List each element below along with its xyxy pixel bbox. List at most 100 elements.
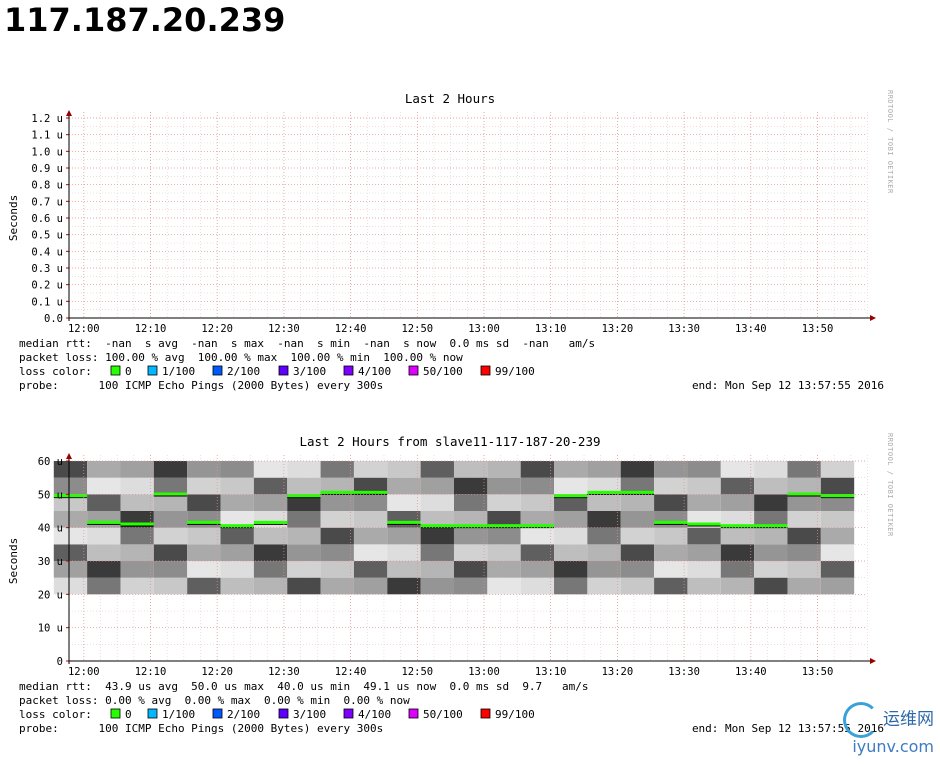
- logo-icon: [843, 702, 879, 738]
- smoke-band: [654, 561, 688, 578]
- smoke-band: [220, 577, 254, 595]
- smoke-band: [720, 511, 755, 528]
- smoke-band: [554, 477, 588, 495]
- loss-legend-label: 4/100: [358, 365, 391, 378]
- smoke-band: [754, 511, 788, 528]
- smoke-band: [787, 477, 821, 495]
- loss-swatch: [147, 365, 158, 376]
- smoke-band: [287, 461, 321, 478]
- smoke-band: [287, 527, 321, 545]
- end-time-text: end: Mon Sep 12 13:57:55 2016: [692, 379, 884, 392]
- smoke-band: [87, 527, 121, 545]
- x-tick-label: 13:00: [468, 666, 500, 678]
- median-loss-mark: [87, 520, 121, 524]
- smoke-band: [754, 477, 788, 495]
- smoke-band: [353, 477, 388, 495]
- smoke-band: [453, 477, 488, 495]
- smoke-band: [754, 527, 788, 545]
- smoke-band: [654, 577, 688, 595]
- x-tick-label: 12:30: [268, 666, 300, 678]
- smoke-band: [253, 577, 288, 595]
- smoke-band: [387, 477, 421, 495]
- median-loss-mark: [587, 490, 621, 494]
- loss-legend-label: 0: [125, 708, 132, 721]
- rrdtool-credit: RRDTOOL / TOBI OETIKER: [886, 90, 894, 194]
- loss-legend-label: 2/100: [227, 708, 260, 721]
- smoke-band: [787, 577, 821, 595]
- smoke-band: [153, 561, 188, 578]
- median-loss-mark: [554, 494, 588, 498]
- y-tick-label: 0.2 u: [31, 280, 63, 292]
- loss-swatch: [480, 708, 491, 719]
- smoke-band: [754, 494, 788, 511]
- smoke-band: [120, 527, 154, 545]
- smoke-band: [153, 577, 188, 595]
- y-tick-label: 0.8 u: [31, 180, 63, 192]
- smoke-band: [554, 577, 588, 595]
- median-loss-mark: [453, 524, 488, 528]
- median-loss-mark: [353, 490, 388, 494]
- smoke-band: [253, 561, 288, 578]
- loss-swatch: [343, 365, 354, 376]
- smoke-band: [320, 494, 354, 511]
- smoke-band: [787, 527, 821, 545]
- x-tick-label: 12:10: [135, 666, 167, 678]
- x-tick-label: 12:50: [401, 666, 433, 678]
- smoke-band: [53, 577, 88, 595]
- smoke-band: [654, 494, 688, 511]
- y-tick-label: 1.2 u: [31, 113, 63, 125]
- smoke-band: [420, 561, 454, 578]
- smoke-band: [287, 577, 321, 595]
- y-tick-label: 0.7 u: [31, 196, 63, 208]
- smoke-band: [187, 544, 221, 561]
- smoke-band: [220, 477, 254, 495]
- median-loss-mark: [53, 494, 88, 498]
- y-tick-label: 0.6 u: [31, 213, 63, 225]
- x-axis-arrow: [870, 658, 876, 664]
- y-tick-label: 50 u: [38, 489, 63, 501]
- smoke-band: [320, 544, 354, 561]
- loss-legend-label: 3/100: [293, 365, 326, 378]
- smoke-band: [353, 577, 388, 595]
- smoke-band: [387, 511, 421, 528]
- x-tick-label: 13:50: [802, 323, 834, 335]
- smoke-band: [453, 527, 488, 545]
- x-tick-label: 13:40: [735, 323, 767, 335]
- smoke-band: [587, 494, 621, 511]
- smoke-band: [520, 511, 555, 528]
- smoke-band: [53, 461, 88, 478]
- median-loss-mark: [153, 492, 188, 496]
- loss-swatch: [408, 708, 419, 719]
- y-axis-label: Seconds: [7, 195, 20, 241]
- smoke-band: [453, 461, 488, 478]
- smoke-band: [520, 561, 555, 578]
- smoke-band: [53, 527, 88, 545]
- loss-swatch: [212, 708, 223, 719]
- smoke-band: [687, 577, 721, 595]
- smoke-band: [687, 461, 721, 478]
- smoke-band: [287, 511, 321, 528]
- smoke-band: [554, 511, 588, 528]
- y-tick-label: 0.9 u: [31, 163, 63, 175]
- smoke-band: [687, 477, 721, 495]
- smoke-band: [187, 494, 221, 511]
- smoke-band: [820, 477, 855, 495]
- x-tick-label: 13:20: [602, 666, 634, 678]
- smoke-band: [487, 527, 521, 545]
- loss-swatch: [110, 708, 121, 719]
- smoke-band: [87, 511, 121, 528]
- smoke-band: [253, 477, 288, 495]
- smoke-band: [153, 477, 188, 495]
- loss-swatch: [147, 708, 158, 719]
- smoke-band: [820, 544, 855, 561]
- smoke-band: [520, 461, 555, 478]
- x-tick-label: 13:40: [735, 666, 767, 678]
- smoke-band: [220, 561, 254, 578]
- x-tick-label: 13:00: [468, 323, 500, 335]
- smoke-band: [520, 544, 555, 561]
- x-tick-label: 12:10: [135, 323, 167, 335]
- smoke-band: [353, 511, 388, 528]
- smoke-band: [720, 527, 755, 545]
- loss-swatch: [408, 365, 419, 376]
